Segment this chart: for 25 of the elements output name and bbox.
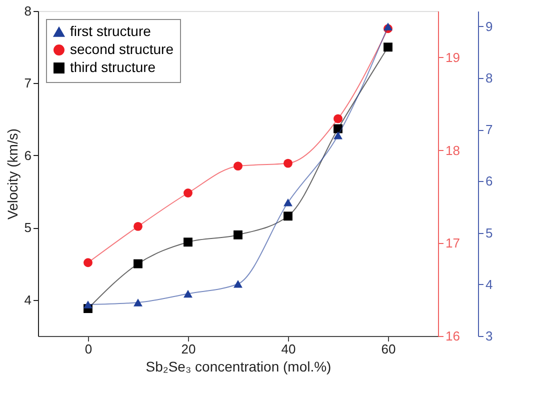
y2-tick-label: 18 [446,142,460,158]
y-tick-label: 4 [24,292,32,308]
y3-tick-label: 8 [486,70,493,86]
x-tick-label: 20 [181,342,196,356]
y3-tick-label: 5 [486,225,493,240]
y-tick-label: 5 [24,220,32,236]
x-tick-label: 0 [84,342,92,356]
y-tick-label: 6 [24,148,32,163]
y3-tick-label: 9 [486,18,493,34]
y3-tick-label: 7 [486,122,493,138]
y3-tick-label: 3 [486,328,493,344]
y-tick-label: 8 [24,4,32,18]
y2-tick-label: 16 [446,328,460,344]
y2-tick-label: 17 [446,236,460,251]
legend-label: second structure [70,41,174,57]
legend-label: third structure [70,59,156,75]
x-tick-label: 60 [381,342,396,356]
x-tick-label: 40 [281,342,296,356]
y-axis-title: Velocity (km/s) [4,128,20,220]
x-axis-title: Sb₂Se₃ concentration (mol.%) [146,358,332,374]
legend-label: first structure [70,23,152,39]
y-tick-label: 7 [24,76,32,91]
y3-tick-label: 4 [486,276,493,292]
y3-tick-label: 6 [486,174,493,189]
y2-tick-label: 19 [446,50,460,65]
